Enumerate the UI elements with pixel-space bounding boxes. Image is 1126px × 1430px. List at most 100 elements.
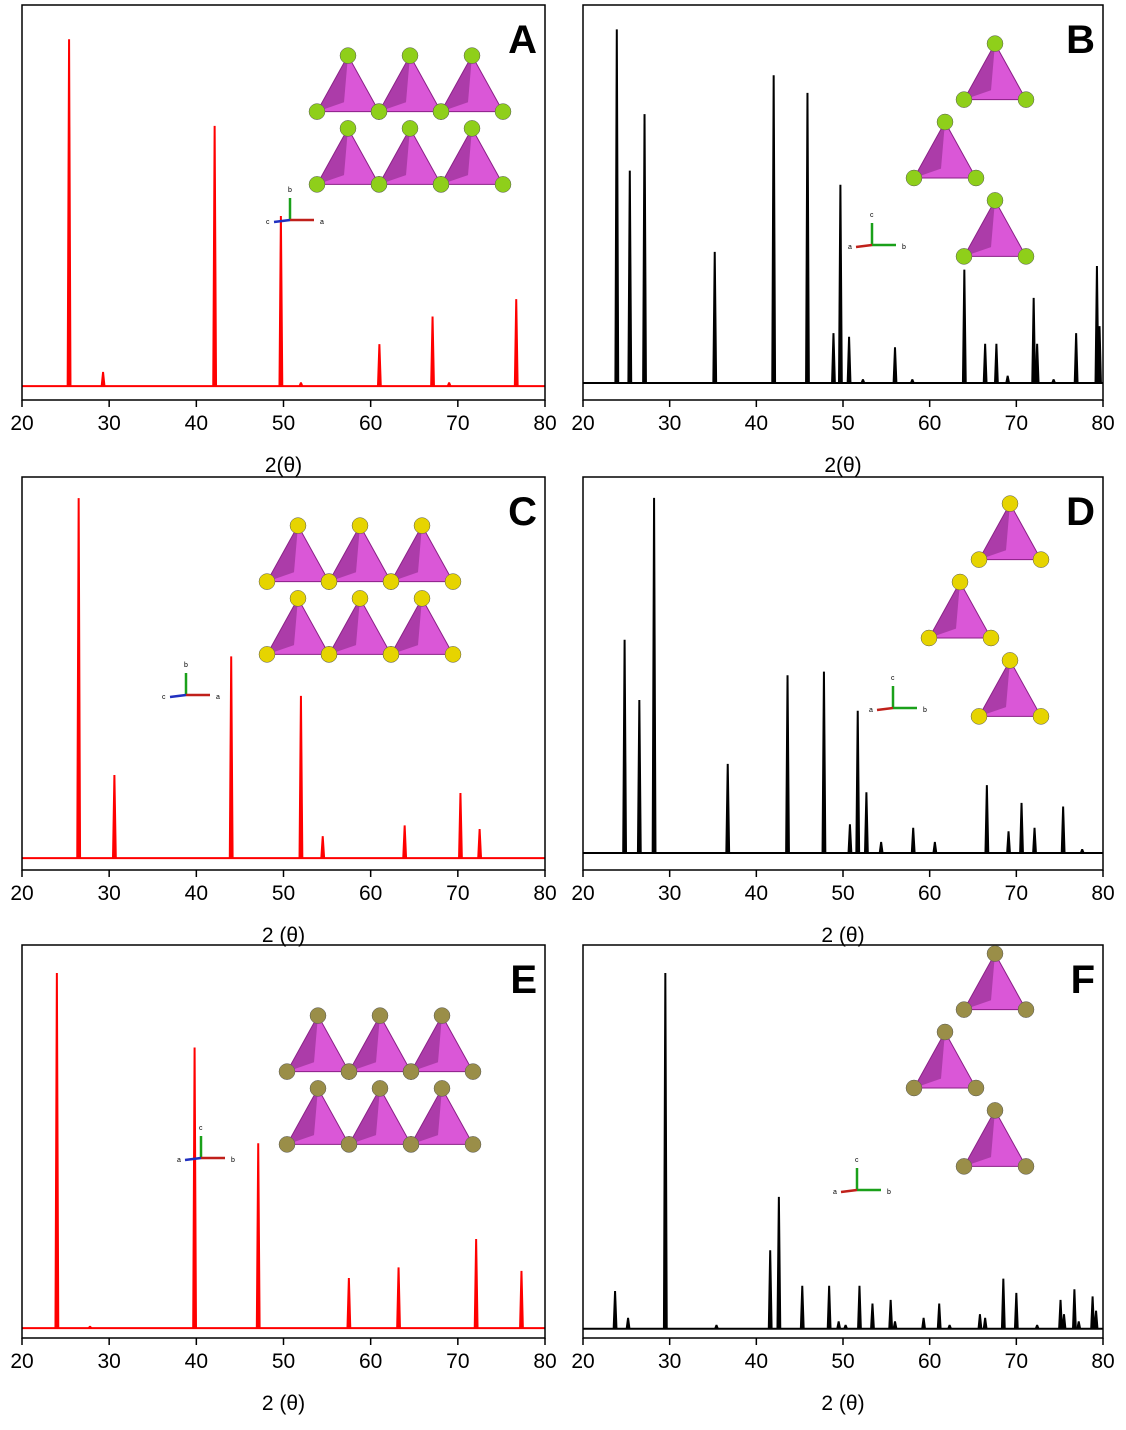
axis-icon-label: c	[162, 694, 166, 701]
x-tick-label: 70	[446, 412, 469, 435]
atom	[382, 573, 400, 590]
atom	[320, 573, 338, 590]
peak	[961, 269, 967, 384]
peak	[843, 1324, 849, 1330]
tetrahedron-face	[964, 953, 995, 1010]
peak	[767, 1250, 773, 1330]
x-axis-label: 2(θ)	[824, 454, 861, 477]
peak	[1019, 802, 1024, 854]
x-axis-label: 2 (θ)	[821, 1392, 864, 1415]
peak	[651, 497, 657, 854]
x-tick-label: 40	[745, 882, 768, 905]
x-tick-label: 80	[533, 882, 556, 905]
peak	[54, 972, 60, 1329]
atom	[464, 1063, 482, 1080]
peak	[100, 371, 106, 387]
peak	[87, 1325, 93, 1329]
axis-arrow	[169, 693, 187, 699]
atom	[1017, 91, 1035, 108]
tetrahedron-face	[964, 1110, 995, 1167]
tetrahedron-face	[964, 43, 995, 100]
peak	[458, 793, 463, 859]
x-tick-label: 20	[10, 882, 33, 905]
tetrahedron-face	[441, 128, 472, 185]
x-tick-label: 20	[10, 412, 33, 435]
peak	[805, 92, 810, 384]
peak	[921, 1317, 927, 1330]
axis-icon-label: c	[855, 1157, 859, 1164]
peak	[982, 343, 988, 384]
tetrahedron-face	[287, 1088, 318, 1145]
peak	[799, 1285, 805, 1330]
tetrahedron-face	[979, 660, 1010, 717]
x-tick-label: 60	[359, 412, 382, 435]
tetrahedron-face	[349, 1015, 380, 1072]
axis-arrow	[273, 218, 291, 224]
peak	[1093, 1310, 1099, 1330]
peak	[1097, 326, 1102, 384]
atom	[494, 176, 512, 193]
atom	[494, 103, 512, 120]
x-tick-label: 60	[918, 882, 941, 905]
atom	[1017, 1001, 1035, 1018]
atom	[967, 1079, 985, 1097]
axis-icon-label: c	[199, 1125, 203, 1132]
peak	[932, 841, 938, 854]
x-tick-label: 70	[446, 1350, 469, 1373]
axis-arrow	[855, 243, 873, 249]
peak	[836, 1321, 842, 1330]
axis-icon-label: a	[833, 1189, 837, 1196]
peak	[111, 775, 117, 859]
tetrahedron-face	[979, 503, 1010, 560]
tetrahedron-face	[329, 598, 360, 655]
x-tick-label: 40	[185, 412, 208, 435]
atom	[970, 551, 988, 568]
atom	[258, 573, 276, 590]
x-axis-label: 2(θ)	[265, 454, 302, 477]
panel-label: F	[1071, 958, 1095, 1002]
peak	[477, 828, 483, 859]
atom	[308, 103, 326, 120]
peak	[66, 39, 72, 387]
x-tick-label: 70	[446, 882, 469, 905]
peak	[1005, 375, 1011, 384]
peak	[1060, 806, 1066, 854]
tetrahedron-face	[914, 122, 945, 178]
peak	[977, 1314, 983, 1330]
x-tick-label: 50	[831, 412, 854, 435]
peak	[627, 170, 633, 384]
atom	[413, 517, 431, 534]
atom	[936, 113, 954, 131]
panel-label: A	[508, 18, 537, 62]
axis-icon-label: a	[848, 244, 852, 251]
plot-frame	[21, 4, 546, 401]
peak	[1031, 297, 1037, 384]
x-tick-label: 20	[571, 412, 594, 435]
axis-arrow	[184, 1156, 202, 1162]
tetrahedron-face	[317, 55, 348, 112]
peak	[622, 639, 628, 854]
atom	[401, 120, 419, 137]
atom	[905, 1079, 923, 1097]
peak	[776, 1196, 782, 1330]
x-tick-label: 40	[185, 1350, 208, 1373]
atom	[308, 176, 326, 193]
peak	[837, 184, 843, 384]
x-tick-label: 60	[918, 1350, 941, 1373]
panel-label: D	[1066, 490, 1095, 534]
tetrahedron-face	[329, 525, 360, 582]
peak	[910, 827, 916, 854]
tetrahedron-face	[391, 525, 422, 582]
x-tick-label: 50	[831, 1350, 854, 1373]
atom	[401, 47, 419, 64]
x-tick-label: 30	[658, 412, 681, 435]
atom	[309, 1080, 327, 1097]
axis-icon-label: a	[177, 1157, 181, 1164]
crystal-structure: b c a	[266, 47, 512, 226]
atom	[955, 248, 973, 265]
atom	[463, 47, 481, 64]
axis-icon-label: a	[320, 219, 324, 226]
atom	[320, 646, 338, 663]
atom	[1017, 248, 1035, 265]
tetrahedron-face	[267, 525, 298, 582]
